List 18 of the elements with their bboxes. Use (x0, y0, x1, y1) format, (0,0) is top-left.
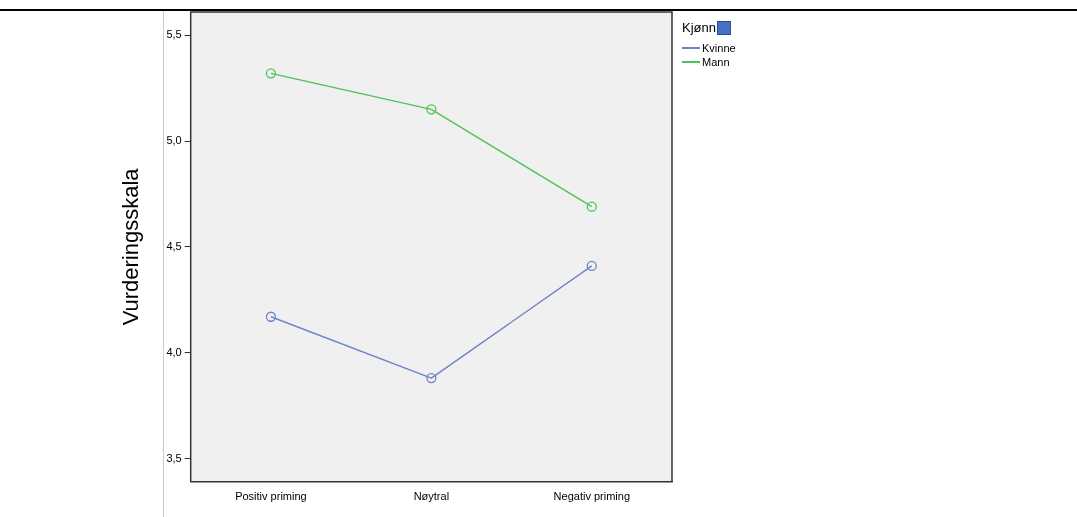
point (586, 201, 597, 212)
y-tick-label: 4,5 (166, 239, 182, 252)
point (586, 260, 597, 272)
point (426, 104, 437, 115)
legend-title: Kjønn (682, 20, 716, 35)
y-tick-label: 5,5 (166, 28, 182, 41)
y-tick-label: 3,5 (166, 451, 182, 464)
y-tick-label: 5,0 (166, 134, 182, 147)
point (265, 68, 277, 79)
point (265, 311, 277, 322)
x-tick-label: Negativ priming (553, 490, 630, 503)
y-tick-label: 4,0 (166, 345, 182, 358)
x-tick-label: Nøytral (413, 490, 450, 503)
legend-label: Mann (702, 56, 730, 68)
y-axis-title: Vurderingsskala (118, 167, 144, 326)
point (426, 372, 437, 384)
legend-label: Kvinne (702, 42, 736, 54)
x-tick-label: Positiv priming (235, 490, 307, 503)
